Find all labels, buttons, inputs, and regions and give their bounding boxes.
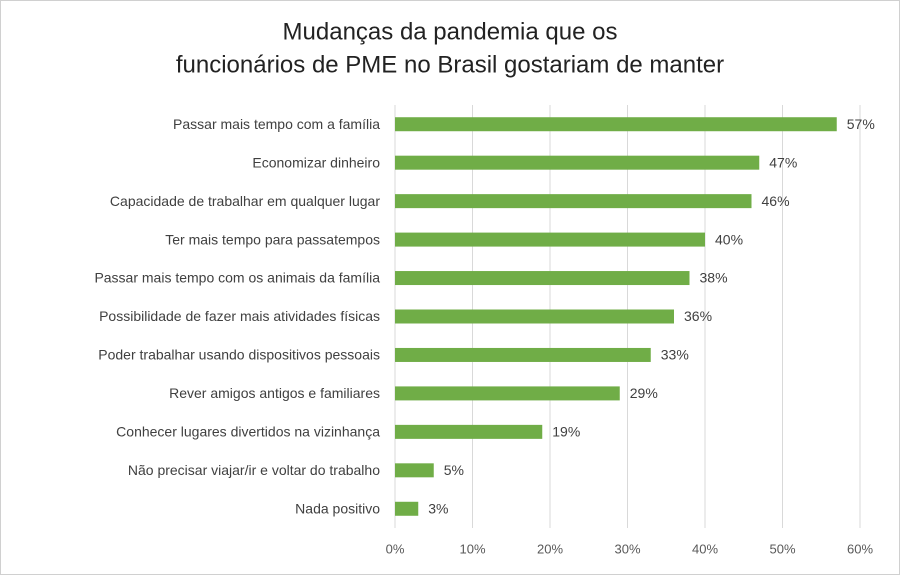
value-label: 38% xyxy=(700,270,728,286)
value-label: 19% xyxy=(552,424,580,440)
value-label: 47% xyxy=(769,154,797,170)
y-tick-label: Poder trabalhar usando dispositivos pess… xyxy=(98,347,380,363)
y-tick-label: Possibilidade de fazer mais atividades f… xyxy=(99,308,380,324)
x-tick-label: 20% xyxy=(537,541,563,556)
value-label: 40% xyxy=(715,231,743,247)
y-tick-label: Nada positivo xyxy=(295,500,380,516)
bar xyxy=(395,424,543,439)
bar xyxy=(395,501,419,516)
bar xyxy=(395,347,651,362)
bar xyxy=(395,117,837,132)
value-label: 29% xyxy=(630,385,658,401)
bar xyxy=(395,386,620,401)
bar xyxy=(395,309,674,324)
y-tick-label: Capacidade de trabalhar em qualquer luga… xyxy=(110,193,380,209)
value-label: 36% xyxy=(684,308,712,324)
y-tick-label: Ter mais tempo para passatempos xyxy=(165,231,380,247)
x-tick-label: 40% xyxy=(692,541,718,556)
x-tick-label: 0% xyxy=(386,541,405,556)
y-tick-label: Conhecer lugares divertidos na vizinhanç… xyxy=(116,424,380,440)
value-label: 3% xyxy=(428,500,448,516)
value-label: 57% xyxy=(847,116,875,132)
y-tick-label: Rever amigos antigos e familiares xyxy=(169,385,380,401)
bar xyxy=(395,232,705,247)
bar xyxy=(395,271,690,286)
y-tick-label: Economizar dinheiro xyxy=(252,154,380,170)
y-tick-label: Não precisar viajar/ir e voltar do traba… xyxy=(128,462,380,478)
chart-title: Mudanças da pandemia que os xyxy=(283,18,618,45)
bar xyxy=(395,463,434,478)
bar xyxy=(395,194,752,209)
value-label: 5% xyxy=(444,462,464,478)
y-tick-label: Passar mais tempo com os animais da famí… xyxy=(94,270,380,286)
x-tick-label: 60% xyxy=(847,541,873,556)
value-label: 33% xyxy=(661,347,689,363)
bar xyxy=(395,155,760,170)
x-tick-label: 10% xyxy=(459,541,485,556)
x-tick-label: 30% xyxy=(614,541,640,556)
value-label: 46% xyxy=(762,193,790,209)
y-tick-label: Passar mais tempo com a família xyxy=(173,116,380,132)
x-tick-label: 50% xyxy=(769,541,795,556)
chart-title: funcionários de PME no Brasil gostariam … xyxy=(176,51,724,78)
